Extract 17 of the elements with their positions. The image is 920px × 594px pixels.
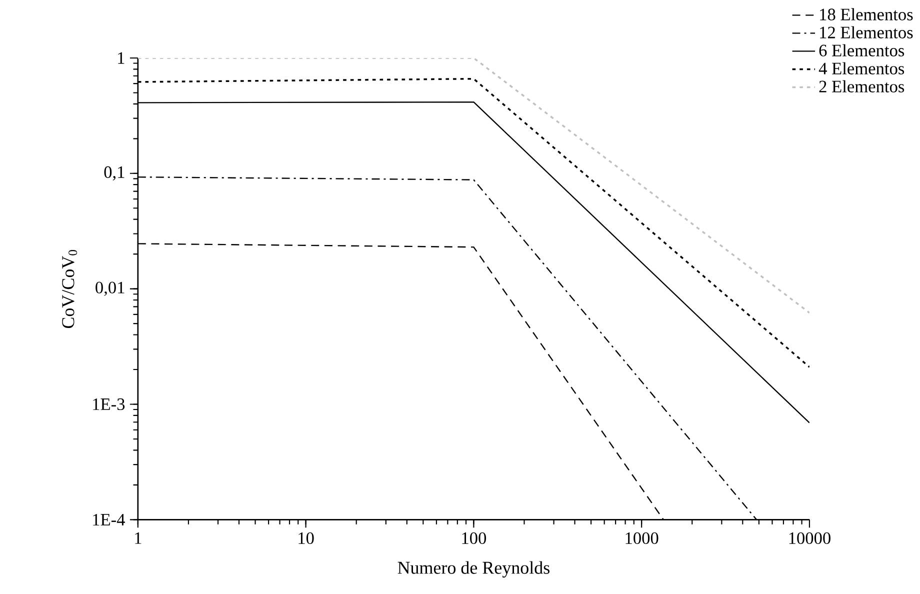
legend-label: 12 Elementos xyxy=(820,26,913,39)
y-tick-label: 0,1 xyxy=(104,166,124,181)
x-axis-title: Numero de Reynolds xyxy=(398,561,550,578)
x-tick-label: 10 xyxy=(298,532,314,544)
legend-label: 18 Elementos xyxy=(820,8,913,21)
x-tick-label: 1000 xyxy=(626,532,658,544)
x-tick-label: 100 xyxy=(462,532,486,544)
legend-label: 2 Elementos xyxy=(819,80,904,93)
x-tick-label: 10000 xyxy=(789,532,830,544)
y-tick-label: 1E-4 xyxy=(93,514,125,526)
y-tick-label: 1 xyxy=(118,52,124,64)
legend-label: 4 Elementos xyxy=(818,62,904,75)
y-tick-label: 0,01 xyxy=(96,282,124,296)
y-tick-label: 1E-3 xyxy=(93,398,125,410)
x-tick-label: 1 xyxy=(135,532,142,544)
legend-label: 6 Elementos xyxy=(819,44,904,57)
y-axis-title: CoV/CoV$_{0}$ xyxy=(62,250,78,328)
